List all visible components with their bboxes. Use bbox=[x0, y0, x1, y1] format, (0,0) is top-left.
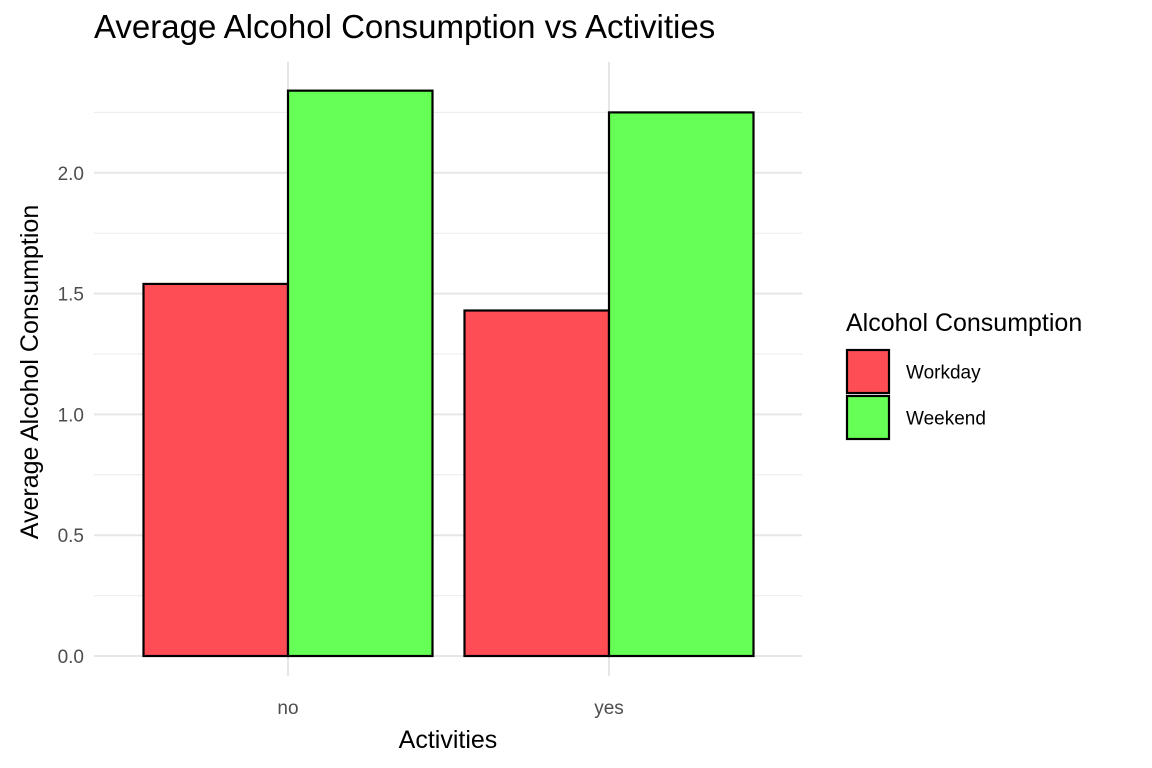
y-tick-label: 2.0 bbox=[58, 164, 84, 185]
y-tick-label: 0.0 bbox=[58, 647, 84, 668]
legend-key-workday bbox=[845, 348, 891, 395]
legend-title: Alcohol Consumption bbox=[846, 309, 1082, 337]
y-axis-title: Average Alcohol Consumption bbox=[16, 205, 44, 539]
chart-title: Average Alcohol Consumption vs Activitie… bbox=[94, 8, 716, 45]
y-tick-label: 1.5 bbox=[58, 285, 84, 306]
bar-weekend-yes bbox=[607, 111, 755, 658]
legend-key-weekend bbox=[845, 394, 891, 441]
y-tick-label: 0.5 bbox=[58, 526, 84, 547]
legend-label-weekend: Weekend bbox=[906, 409, 986, 430]
x-axis-title: Activities bbox=[399, 726, 498, 754]
legend: Alcohol Consumption Workday Weekend bbox=[845, 309, 1082, 441]
legend-label-workday: Workday bbox=[906, 363, 981, 384]
x-tick-label: yes bbox=[594, 698, 624, 719]
x-tick-label: no bbox=[277, 698, 298, 719]
y-tick-labels: 0.0 0.5 1.0 1.5 2.0 bbox=[58, 164, 84, 668]
bar-workday-yes bbox=[463, 309, 611, 658]
bar-weekend-no bbox=[286, 89, 434, 658]
bars bbox=[142, 89, 755, 658]
x-tick-labels: no yes bbox=[277, 698, 623, 719]
bar-workday-no bbox=[142, 282, 290, 658]
y-tick-label: 1.0 bbox=[58, 405, 84, 426]
